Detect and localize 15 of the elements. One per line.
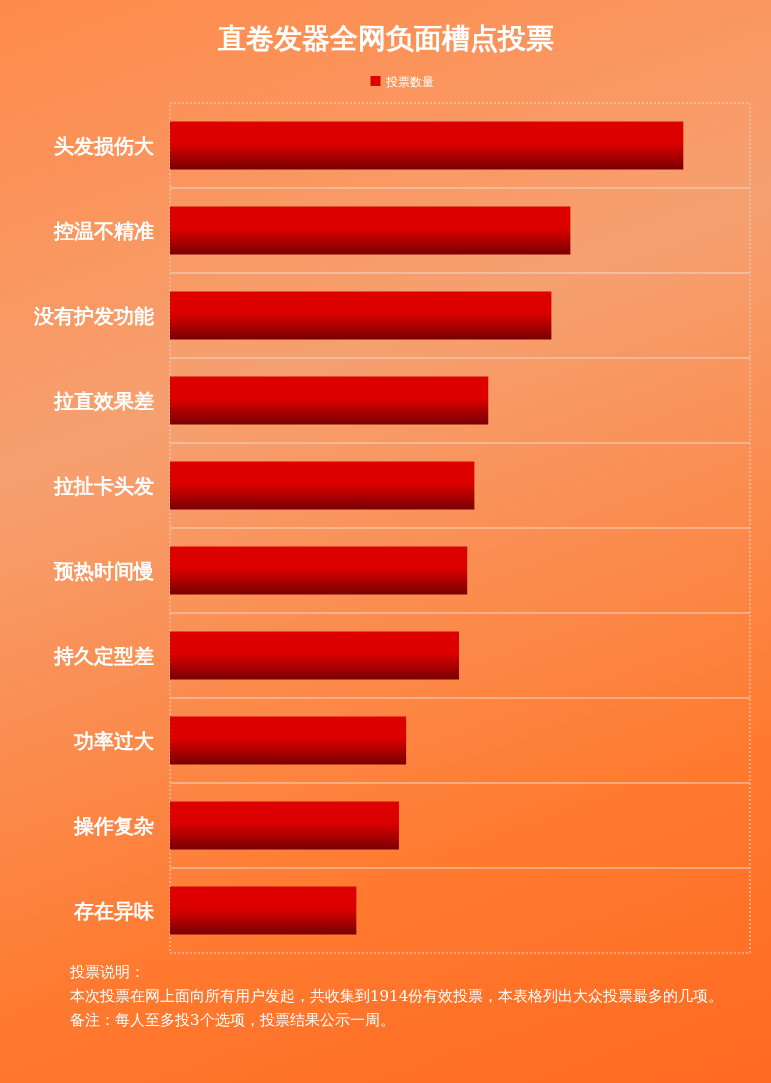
y-tick-label: 头发损伤大 <box>54 133 155 158</box>
y-tick-label: 持久定型差 <box>53 643 154 668</box>
y-tick-label: 操作复杂 <box>73 813 154 838</box>
y-tick-label: 拉直效果差 <box>53 388 154 413</box>
y-tick-label: 没有护发功能 <box>33 303 154 328</box>
legend-label: 投票数量 <box>384 75 434 89</box>
y-tick-label: 预热时间慢 <box>53 558 154 583</box>
text: 投票说明： <box>69 962 146 983</box>
y-tick-label: 拉扯卡头发 <box>53 473 154 498</box>
y-tick-label: 存在异味 <box>73 898 155 923</box>
chart-title: 直卷发器全网负面槽点投票 <box>216 22 554 55</box>
y-tick-label: 控温不精准 <box>53 218 154 243</box>
y-tick-label: 功率过大 <box>73 728 155 753</box>
text: 备注：每人至多投3个选项，投票结果公示一周。 <box>69 1010 396 1031</box>
text: 本次投票在网上面向所有用户发起，共收集到1914份有效投票，本表格列出大众投票最多的几项。 <box>69 986 725 1007</box>
